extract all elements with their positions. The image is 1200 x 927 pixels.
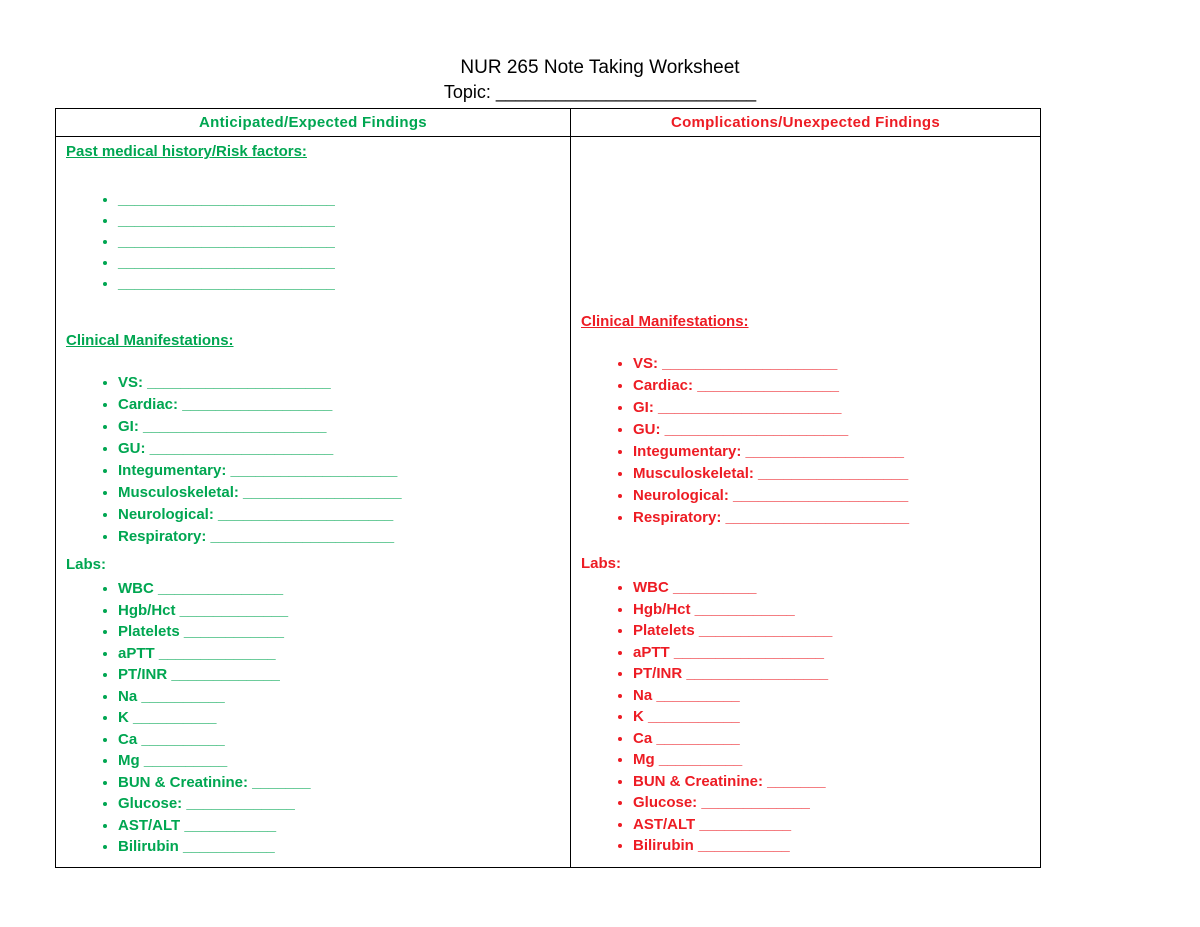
lab-item-platelets: Platelets ________________	[633, 620, 1030, 642]
cm-item-integumentary: Integumentary: ___________________	[633, 441, 1030, 463]
column-header-anticipated: Anticipated/Expected Findings	[56, 109, 571, 137]
pmh-heading: Past medical history/Risk factors:	[66, 143, 307, 160]
lab-item-ast-alt: AST/ALT ___________	[633, 814, 1030, 836]
lab-item-ast-alt: AST/ALT ___________	[118, 815, 560, 837]
complications-column: Clinical Manifestations: VS: ___________…	[571, 137, 1040, 867]
lab-item-k: K __________	[118, 707, 560, 729]
clinical-manifestations-list: VS: ______________________ Cardiac: ____…	[66, 372, 560, 548]
pmh-blank: __________________________	[118, 252, 560, 273]
pmh-blank: __________________________	[118, 273, 560, 294]
lab-item-aptt: aPTT __________________	[633, 642, 1030, 664]
cm-item-musculoskeletal: Musculoskeletal: __________________	[633, 463, 1030, 485]
cm-item-cardiac: Cardiac: __________________	[118, 394, 560, 416]
labs-heading: Labs:	[581, 555, 622, 572]
pmh-blank: __________________________	[118, 189, 560, 210]
title-block: NUR 265 Note Taking Worksheet Topic: ___…	[0, 0, 1200, 105]
lab-item-na: Na __________	[633, 685, 1030, 707]
lab-item-pt-inr: PT/INR _________________	[633, 663, 1030, 685]
clinical-manifestations-heading: Clinical Manifestations:	[581, 313, 749, 330]
clinical-manifestations-heading: Clinical Manifestations:	[66, 332, 234, 349]
lab-item-wbc: WBC _______________	[118, 578, 560, 600]
pmh-blank: __________________________	[118, 210, 560, 231]
lab-item-pt-inr: PT/INR _____________	[118, 664, 560, 686]
labs-list: WBC _______________ Hgb/Hct ____________…	[66, 578, 560, 858]
cm-item-integumentary: Integumentary: ____________________	[118, 460, 560, 482]
clinical-manifestations-list: VS: _____________________ Cardiac: _____…	[581, 353, 1030, 529]
column-header-complications: Complications/Unexpected Findings	[571, 109, 1040, 137]
cm-item-cardiac: Cardiac: _________________	[633, 375, 1030, 397]
lab-item-bun-creatinine: BUN & Creatinine: _______	[633, 771, 1030, 793]
lab-item-platelets: Platelets ____________	[118, 621, 560, 643]
lab-item-glucose: Glucose: _____________	[118, 793, 560, 815]
cm-item-respiratory: Respiratory: ______________________	[118, 526, 560, 548]
cm-item-musculoskeletal: Musculoskeletal: ___________________	[118, 482, 560, 504]
lab-item-bilirubin: Bilirubin ___________	[118, 836, 560, 858]
lab-item-glucose: Glucose: _____________	[633, 792, 1030, 814]
lab-item-k: K ___________	[633, 706, 1030, 728]
cm-item-gi: GI: ______________________	[633, 397, 1030, 419]
findings-table: Anticipated/Expected Findings Complicati…	[55, 108, 1041, 868]
labs-heading: Labs:	[66, 556, 107, 573]
lab-item-na: Na __________	[118, 686, 560, 708]
pmh-blank: __________________________	[118, 231, 560, 252]
lab-item-hgb-hct: Hgb/Hct _____________	[118, 600, 560, 622]
page-title: NUR 265 Note Taking Worksheet	[460, 57, 740, 78]
lab-item-aptt: aPTT ______________	[118, 643, 560, 665]
cm-item-respiratory: Respiratory: ______________________	[633, 507, 1030, 529]
cm-item-vs: VS: ______________________	[118, 372, 560, 394]
anticipated-column: Past medical history/Risk factors: _____…	[56, 137, 571, 867]
lab-item-mg: Mg __________	[118, 750, 560, 772]
cm-item-gu: GU: ______________________	[118, 438, 560, 460]
lab-item-ca: Ca __________	[633, 728, 1030, 750]
cm-item-vs: VS: _____________________	[633, 353, 1030, 375]
cm-item-neurological: Neurological: _____________________	[633, 485, 1030, 507]
cm-item-neurological: Neurological: _____________________	[118, 504, 560, 526]
lab-item-bun-creatinine: BUN & Creatinine: _______	[118, 772, 560, 794]
pmh-blank-list: __________________________ _____________…	[66, 189, 560, 294]
cm-item-gi: GI: ______________________	[118, 416, 560, 438]
lab-item-bilirubin: Bilirubin ___________	[633, 835, 1030, 857]
labs-list: WBC __________ Hgb/Hct ____________ Plat…	[581, 577, 1030, 857]
cm-item-gu: GU: ______________________	[633, 419, 1030, 441]
lab-item-mg: Mg __________	[633, 749, 1030, 771]
topic-line: Topic: __________________________	[443, 82, 757, 102]
lab-item-ca: Ca __________	[118, 729, 560, 751]
lab-item-hgb-hct: Hgb/Hct ____________	[633, 599, 1030, 621]
lab-item-wbc: WBC __________	[633, 577, 1030, 599]
